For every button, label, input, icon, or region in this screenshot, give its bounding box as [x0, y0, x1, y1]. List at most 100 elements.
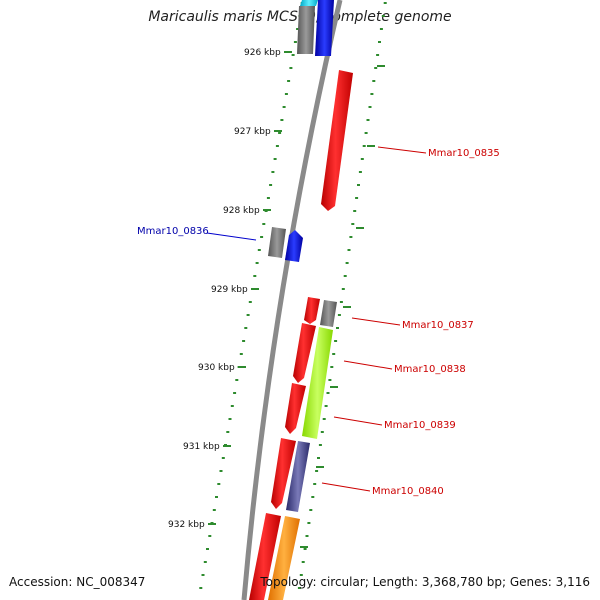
tick-dot [201, 574, 205, 576]
scale-major-tick [208, 523, 216, 525]
tick-dot [296, 28, 300, 30]
tick-dot [376, 54, 380, 56]
gene-arrow-mmar10-0840 [271, 438, 296, 509]
tick-dot [307, 522, 311, 524]
tick-dot [226, 431, 230, 433]
tick-dot [253, 275, 257, 277]
tick-dot [311, 496, 315, 498]
tick-dot [378, 41, 381, 43]
gene-arrow-mmar10-0839 [285, 383, 306, 434]
scale-major-tick [263, 209, 271, 211]
gene-leader-line [351, 317, 401, 326]
tick-dot [334, 340, 338, 342]
tick-dot [255, 262, 259, 264]
tick-dot [364, 132, 368, 134]
scale-label: 928 kbp [223, 206, 260, 216]
tick-dot [297, 587, 301, 589]
scale-major-tick [343, 306, 351, 308]
tick-dot [221, 457, 225, 459]
gene-label[interactable]: Mmar10_0835 [428, 148, 500, 159]
tick-dot [271, 171, 275, 173]
gene-leader-line [333, 416, 383, 426]
gene-label[interactable]: Mmar10_0839 [384, 420, 456, 431]
scale-major-tick [223, 445, 231, 447]
tick-dot [217, 483, 221, 485]
gene-block-mmar10-0836-gray [268, 227, 286, 258]
tick-dot [280, 119, 284, 121]
tick-dot [313, 483, 317, 485]
tick-dot [212, 509, 216, 511]
tick-dot [309, 509, 313, 511]
tick-dot [317, 457, 320, 459]
gene-block-gray [297, 6, 315, 54]
tick-dot [345, 262, 349, 264]
gene-label[interactable]: Mmar10_0838 [394, 364, 466, 375]
tick-dot [339, 301, 343, 303]
tick-dot [262, 223, 266, 225]
tick-dot [351, 223, 355, 225]
gene-arrow-mmar10-0835 [321, 70, 353, 211]
scale-major-tick [251, 288, 259, 290]
tick-dot [383, 2, 387, 4]
tick-dot [355, 197, 359, 199]
tick-dot [219, 470, 223, 472]
tick-dot [381, 15, 385, 17]
scale-label: 926 kbp [244, 48, 281, 58]
scale-label: 931 kbp [183, 442, 220, 452]
tick-dot [228, 418, 232, 420]
gene-label[interactable]: Mmar10_0836 [137, 226, 209, 237]
scale-major-tick [367, 145, 375, 147]
gene-arrow-mmar10-0836 [285, 230, 303, 262]
scale-major-tick [284, 51, 292, 53]
tick-dot [336, 327, 339, 329]
tick-dot [235, 379, 239, 381]
tick-dot [299, 574, 303, 576]
tick-dot [303, 548, 307, 550]
scale-label: 930 kbp [198, 363, 235, 373]
gene-label[interactable]: Mmar10_0840 [372, 486, 444, 497]
gene-block-orange-bottom [268, 516, 300, 600]
scale-label: 927 kbp [234, 127, 271, 137]
tick-dot [360, 158, 364, 160]
tick-dot [358, 171, 362, 173]
genome-summary-text: Topology: circular; Length: 3,368,780 bp… [260, 575, 590, 589]
tick-dot [248, 301, 252, 303]
scale-label: 929 kbp [211, 285, 248, 295]
gene-leader-line [343, 360, 393, 370]
scale-major-tick [377, 65, 385, 67]
tick-dot [320, 431, 324, 433]
tick-dot [284, 93, 288, 95]
scale-major-tick [300, 546, 308, 548]
gene-leader-line [377, 146, 427, 154]
tick-dot [239, 353, 243, 355]
tick-dot [293, 41, 297, 43]
tick-dot [242, 340, 246, 342]
gene-label[interactable]: Mmar10_0837 [402, 320, 474, 331]
tick-dot [328, 379, 332, 381]
gene-arrow-mmar10-0838 [293, 323, 316, 383]
tick-dot [362, 145, 366, 147]
tick-dot [368, 106, 372, 108]
gene-leader-line [321, 482, 371, 492]
tick-dot [326, 392, 330, 394]
tick-dot [273, 158, 277, 160]
tick-dot [287, 80, 291, 82]
gene-arrow-mmar10-0837 [304, 297, 320, 324]
tick-dot [322, 418, 326, 420]
genome-backbone [241, 0, 343, 600]
scale-major-tick [274, 130, 282, 132]
tick-dot [257, 249, 261, 251]
tick-dot [318, 444, 322, 446]
tick-dot [305, 535, 309, 537]
accession-text: Accession: NC_008347 [9, 575, 146, 589]
tick-dot [215, 496, 218, 498]
tick-dot [374, 67, 378, 69]
tick-dot [291, 54, 295, 56]
tick-dot [379, 28, 383, 30]
tick-dot [233, 392, 237, 394]
gene-block-lime-0838 [302, 327, 333, 439]
tick-dot [246, 314, 250, 316]
tick-dot [260, 236, 264, 238]
scale-major-tick [316, 466, 324, 468]
